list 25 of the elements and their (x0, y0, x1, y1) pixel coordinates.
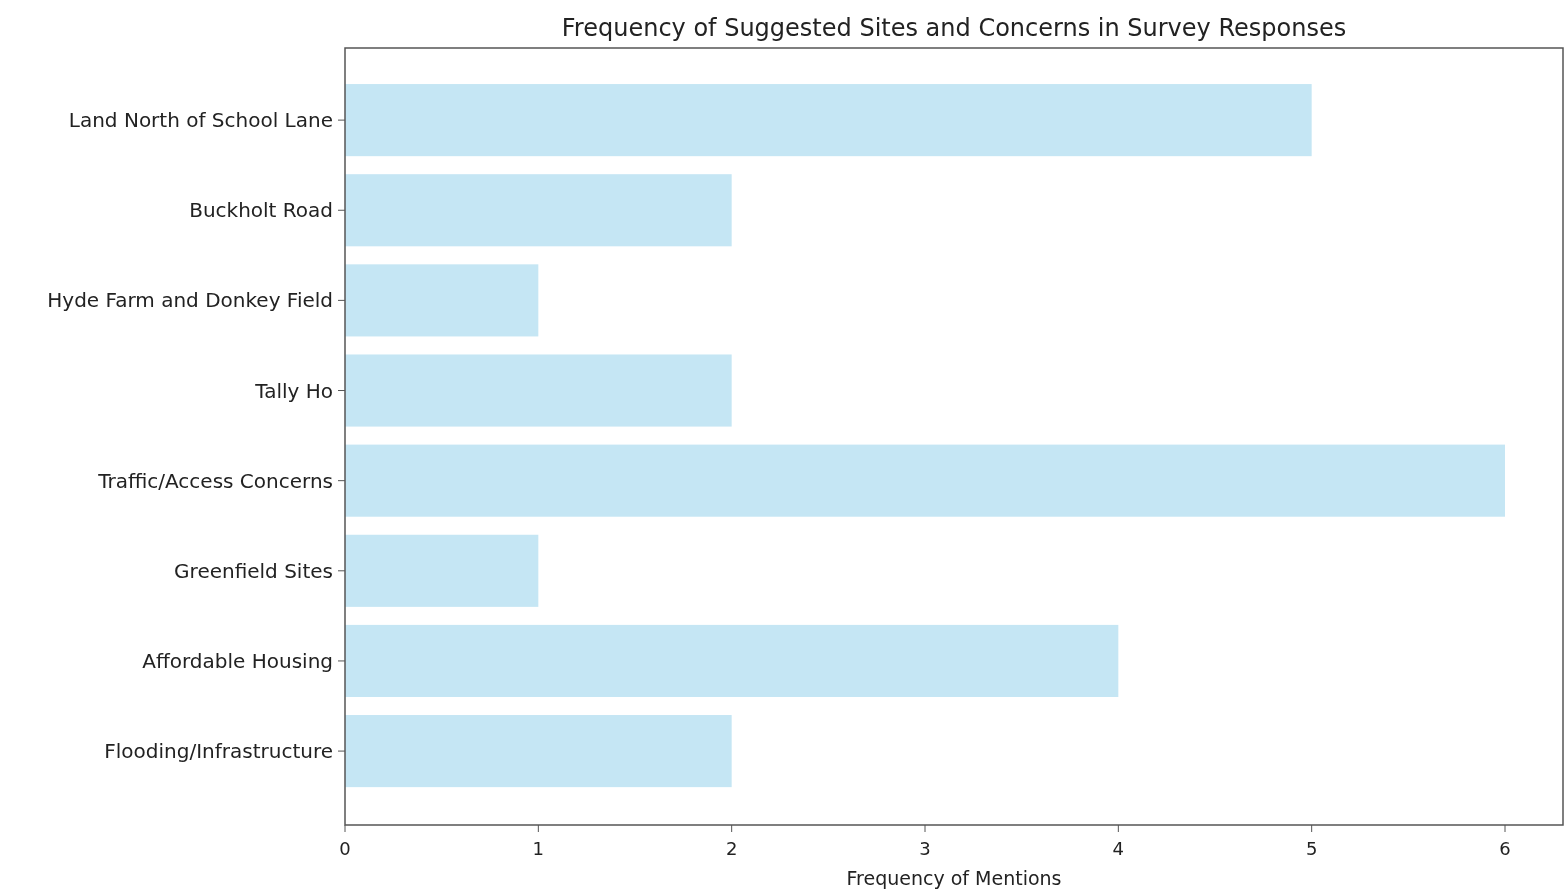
bar (345, 174, 732, 247)
bar (345, 715, 732, 788)
y-tick-label: Land North of School Lane (68, 108, 333, 133)
y-tick-label: Buckholt Road (189, 198, 333, 223)
chart-title: Frequency of Suggested Sites and Concerns in Survey Responses (561, 14, 1347, 42)
bar (345, 354, 732, 427)
x-tick-label: 2 (725, 838, 738, 859)
y-tick-label: Greenfield Sites (174, 558, 333, 583)
x-tick-label: 0 (339, 838, 351, 859)
y-tick-label: Tally Ho (254, 378, 333, 403)
bar (345, 534, 539, 607)
y-tick-label: Traffic/Access Concerns (97, 468, 333, 493)
y-tick-label: Affordable Housing (142, 648, 333, 673)
bar (345, 624, 1119, 697)
bar (345, 444, 1505, 517)
y-tick-label: Flooding/Infrastructure (104, 739, 333, 764)
x-tick-label: 4 (1112, 838, 1125, 859)
x-tick-label: 1 (532, 838, 545, 859)
x-axis-title: Frequency of Mentions (846, 867, 1062, 889)
x-tick-label: 6 (1499, 838, 1511, 859)
bar (345, 84, 1312, 157)
x-tick-label: 5 (1305, 838, 1318, 859)
x-tick-label: 3 (919, 838, 931, 859)
y-tick-label: Hyde Farm and Donkey Field (47, 288, 333, 313)
bar (345, 264, 539, 337)
